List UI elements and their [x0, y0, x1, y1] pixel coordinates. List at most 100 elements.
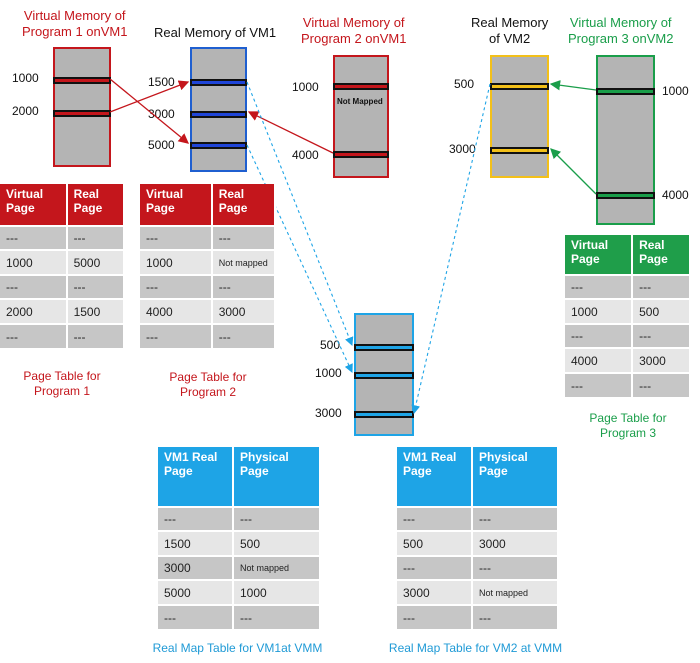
title-line: Real Memory — [471, 15, 549, 30]
arrow-prog3-4000-to-3000 — [550, 148, 597, 195]
column-header: Virtual Page — [565, 235, 634, 275]
table-row: 2000 1500 — [0, 298, 126, 324]
table-cell: --- — [565, 323, 634, 348]
table-cell: 1000 — [233, 579, 321, 605]
table-row: 1000 Not mapped — [140, 249, 277, 275]
table-cell: 1000 — [0, 249, 68, 275]
column-header: VM1 Real Page — [158, 447, 234, 507]
table-cell: Not mapped — [233, 555, 321, 580]
table-cell: --- — [66, 225, 126, 250]
title-virtual-memory-program2: Virtual Memory of Program 2 onVM1 — [301, 15, 407, 47]
table-cell: --- — [211, 225, 277, 250]
table-row: 4000 3000 — [140, 298, 277, 324]
table-cell: Not mapped — [211, 249, 277, 275]
arrow-vm2-500-to-phys-3000 — [411, 83, 491, 415]
table-cell: --- — [565, 372, 634, 397]
address-label: 1500 — [148, 75, 175, 89]
title-line: Virtual Memory of — [569, 15, 672, 30]
page-3000-bar — [490, 147, 549, 154]
table-cell: --- — [397, 604, 473, 629]
table-row: 3000 Not mapped — [158, 555, 321, 580]
page-2000-bar — [53, 110, 111, 117]
address-label: 4000 — [662, 188, 689, 202]
table-cell: --- — [211, 274, 277, 299]
table-cell: Not mapped — [472, 579, 559, 605]
table-cell: --- — [0, 274, 68, 299]
address-label: 1000 — [12, 71, 39, 85]
column-header: VM1 Real Page — [397, 447, 473, 507]
table-row: --- --- — [140, 274, 277, 299]
table-cell: --- — [0, 323, 68, 348]
address-label: 1000 — [292, 80, 319, 94]
address-label: 3000 — [315, 406, 342, 420]
table-cell: --- — [211, 323, 277, 348]
table-cell: --- — [66, 323, 126, 348]
table-cell: --- — [472, 506, 559, 531]
table-row: --- --- — [158, 506, 321, 531]
table-cell: --- — [66, 274, 126, 299]
table-row: --- --- — [397, 506, 559, 531]
title-line: Real Memory of VM1 — [154, 25, 277, 40]
real-map-table-vm1-caption: Real Map Table for VM1at VMM — [152, 641, 323, 655]
column-header: Virtual Page — [140, 184, 213, 226]
address-label: 500 — [320, 338, 341, 352]
table-cell: --- — [397, 506, 473, 531]
page-3000-bar — [190, 111, 247, 118]
table-row: 500 3000 — [397, 530, 559, 556]
arrow-prog1-2000-to-1500 — [109, 80, 190, 113]
table-row: --- --- — [565, 372, 691, 397]
not-mapped-label: Not Mapped — [337, 97, 383, 106]
program2-virtual-memory-block: Not Mapped — [333, 55, 389, 178]
vm1-real-memory-block — [190, 47, 247, 172]
table-cell: --- — [0, 225, 68, 250]
page-3000-bar — [354, 411, 414, 418]
address-label: 3000 — [449, 142, 476, 156]
real-map-table-vm1: VM1 Real Page Physical Page --- --- 1500… — [158, 447, 321, 629]
table-row: --- --- — [140, 225, 277, 250]
table-cell: 3000 — [397, 579, 473, 605]
physical-memory-block — [354, 313, 414, 436]
page-table-program3-caption: Page Table for Program 3 — [578, 411, 678, 441]
title-line: Program 2 onVM1 — [301, 31, 407, 46]
table-cell: --- — [472, 555, 559, 580]
page-1000-bar — [354, 372, 414, 379]
table-row: 5000 1000 — [158, 579, 321, 605]
table-cell: --- — [140, 274, 213, 299]
table-row: --- --- — [140, 323, 277, 348]
address-label: 1000 — [662, 84, 689, 98]
table-cell: 500 — [632, 298, 691, 324]
table-cell: 3000 — [158, 555, 234, 580]
table-row: --- --- — [0, 274, 126, 299]
page-4000-bar — [596, 192, 655, 199]
page-500-bar — [354, 344, 414, 351]
page-500-bar — [490, 83, 549, 90]
table-row: --- --- — [397, 555, 559, 580]
arrow-vm1-1500-to-phys-500 — [246, 81, 354, 347]
column-header: Physical Page — [233, 447, 321, 507]
caption-line: Program 2 — [179, 385, 237, 399]
table-row: 4000 3000 — [565, 347, 691, 373]
page-1500-bar — [190, 79, 247, 86]
title-real-memory-vm2: Real Memory of VM2 — [471, 15, 548, 47]
address-label: 2000 — [12, 104, 39, 118]
table-cell: 3000 — [632, 347, 691, 373]
table-cell: 500 — [397, 530, 473, 556]
caption-line: Page Table for — [169, 370, 247, 384]
table-cell: 1500 — [158, 530, 234, 556]
table-row: 1000 5000 — [0, 249, 126, 275]
column-header: Virtual Page — [0, 184, 68, 226]
title-real-memory-vm1: Real Memory of VM1 — [154, 25, 276, 41]
caption-line: Page Table for — [589, 411, 667, 425]
table-cell: --- — [632, 372, 691, 397]
table-row: --- --- — [0, 225, 126, 250]
arrow-prog1-1000-to-5000 — [109, 78, 190, 144]
column-header: Real Page — [211, 184, 277, 226]
page-table-program2: Virtual Page Real Page --- --- 1000 Not … — [140, 184, 277, 348]
table-row: 1000 500 — [565, 298, 691, 324]
table-cell: --- — [472, 604, 559, 629]
page-1000-bar — [596, 88, 655, 95]
title-virtual-memory-program3: Virtual Memory of Program 3 onVM2 — [568, 15, 674, 47]
table-row: 3000 Not mapped — [397, 579, 559, 605]
table-cell: --- — [140, 225, 213, 250]
